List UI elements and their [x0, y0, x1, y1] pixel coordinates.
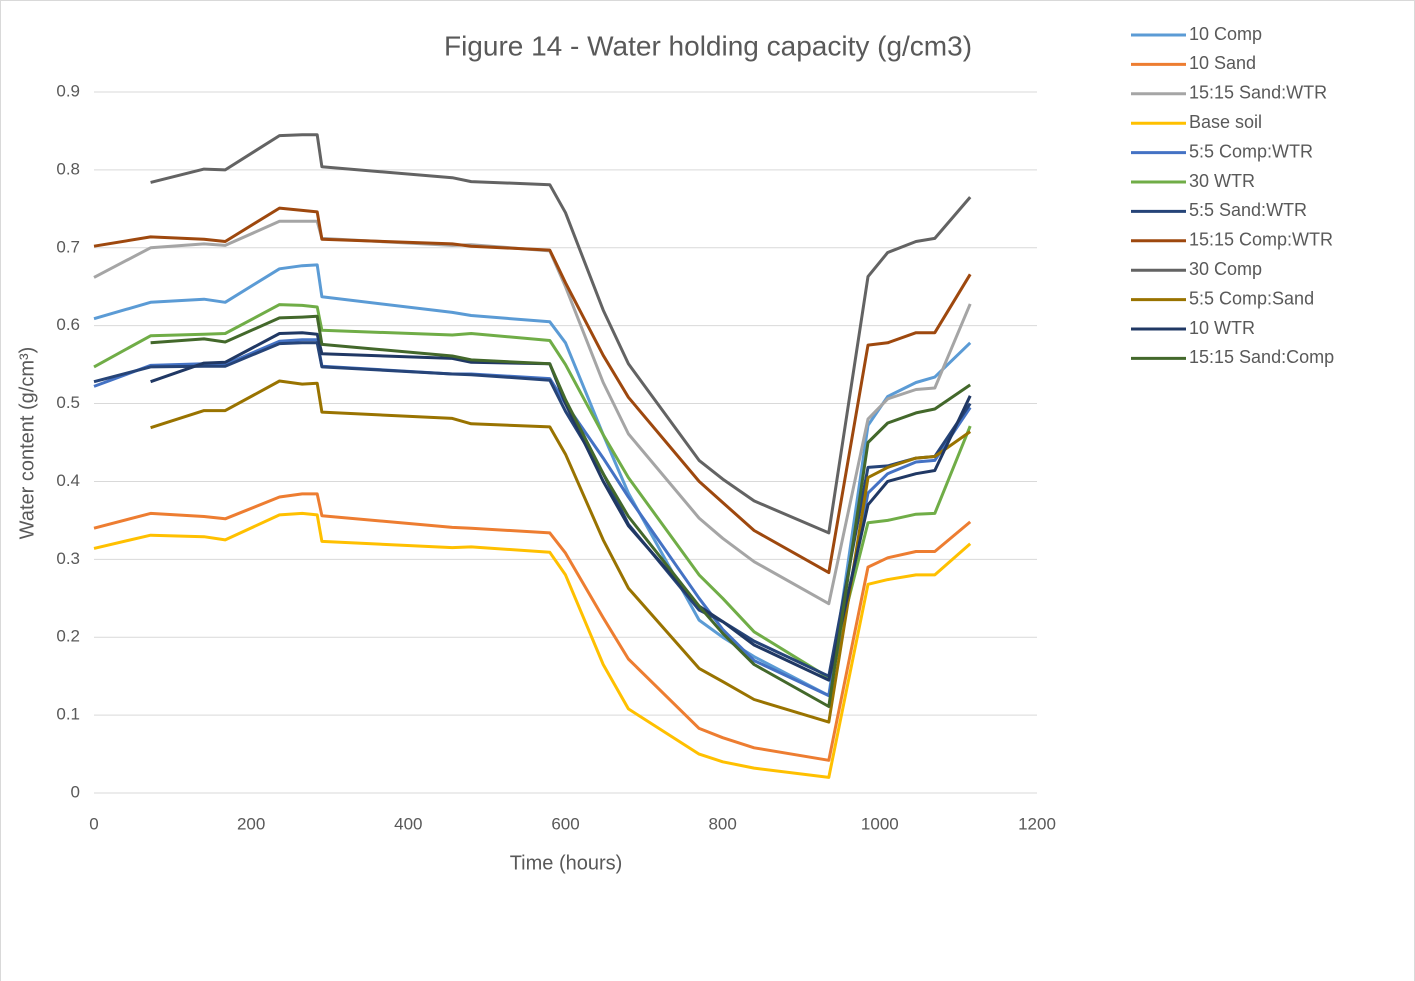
series-line	[93, 219, 972, 606]
series-line	[150, 331, 972, 682]
y-tick-label: 0.6	[56, 315, 80, 334]
series-line	[93, 341, 972, 678]
legend-label: 15:15 Sand:Comp	[1189, 347, 1334, 367]
legend-label: 15:15 Sand:WTR	[1189, 83, 1327, 103]
y-tick-label: 0.1	[56, 705, 80, 724]
series-line	[150, 133, 972, 535]
series-line	[93, 511, 972, 779]
y-tick-label: 0.7	[56, 237, 80, 256]
x-axis-label: Time (hours)	[510, 852, 623, 874]
series-line	[150, 379, 972, 724]
series-line	[93, 492, 972, 762]
legend-label: Base soil	[1189, 112, 1262, 132]
y-tick-label: 0	[71, 782, 80, 801]
legend-label: 5:5 Sand:WTR	[1189, 200, 1307, 220]
x-tick-label: 800	[708, 814, 736, 833]
x-tick-label: 1200	[1018, 814, 1056, 833]
series-line	[93, 206, 972, 575]
y-tick-label: 0.3	[56, 549, 80, 568]
x-tick-label: 200	[237, 814, 265, 833]
legend-label: 10 WTR	[1189, 318, 1255, 338]
legend-label: 10 Comp	[1189, 24, 1262, 44]
x-tick-label: 600	[551, 814, 579, 833]
y-tick-label: 0.4	[56, 471, 80, 490]
chart-title: Figure 14 - Water holding capacity (g/cm…	[444, 30, 972, 61]
legend-label: 30 WTR	[1189, 171, 1255, 191]
legend-label: 10 Sand	[1189, 53, 1256, 73]
y-tick-label: 0.8	[56, 159, 80, 178]
series-line	[93, 263, 972, 698]
y-tick-label: 0.5	[56, 393, 80, 412]
x-tick-label: 400	[394, 814, 422, 833]
y-axis-label: Water content (g/cm³)	[16, 347, 38, 540]
series-line	[150, 314, 972, 708]
legend-label: 15:15 Comp:WTR	[1189, 230, 1333, 250]
x-tick-label: 1000	[861, 814, 899, 833]
y-tick-label: 0.9	[56, 81, 80, 100]
legend-label: 5:5 Comp:Sand	[1189, 288, 1314, 308]
x-tick-label: 0	[89, 814, 98, 833]
series-line	[93, 303, 972, 680]
legend-label: 30 Comp	[1189, 259, 1262, 279]
legend-label: 5:5 Comp:WTR	[1189, 141, 1313, 161]
y-tick-label: 0.2	[56, 627, 80, 646]
